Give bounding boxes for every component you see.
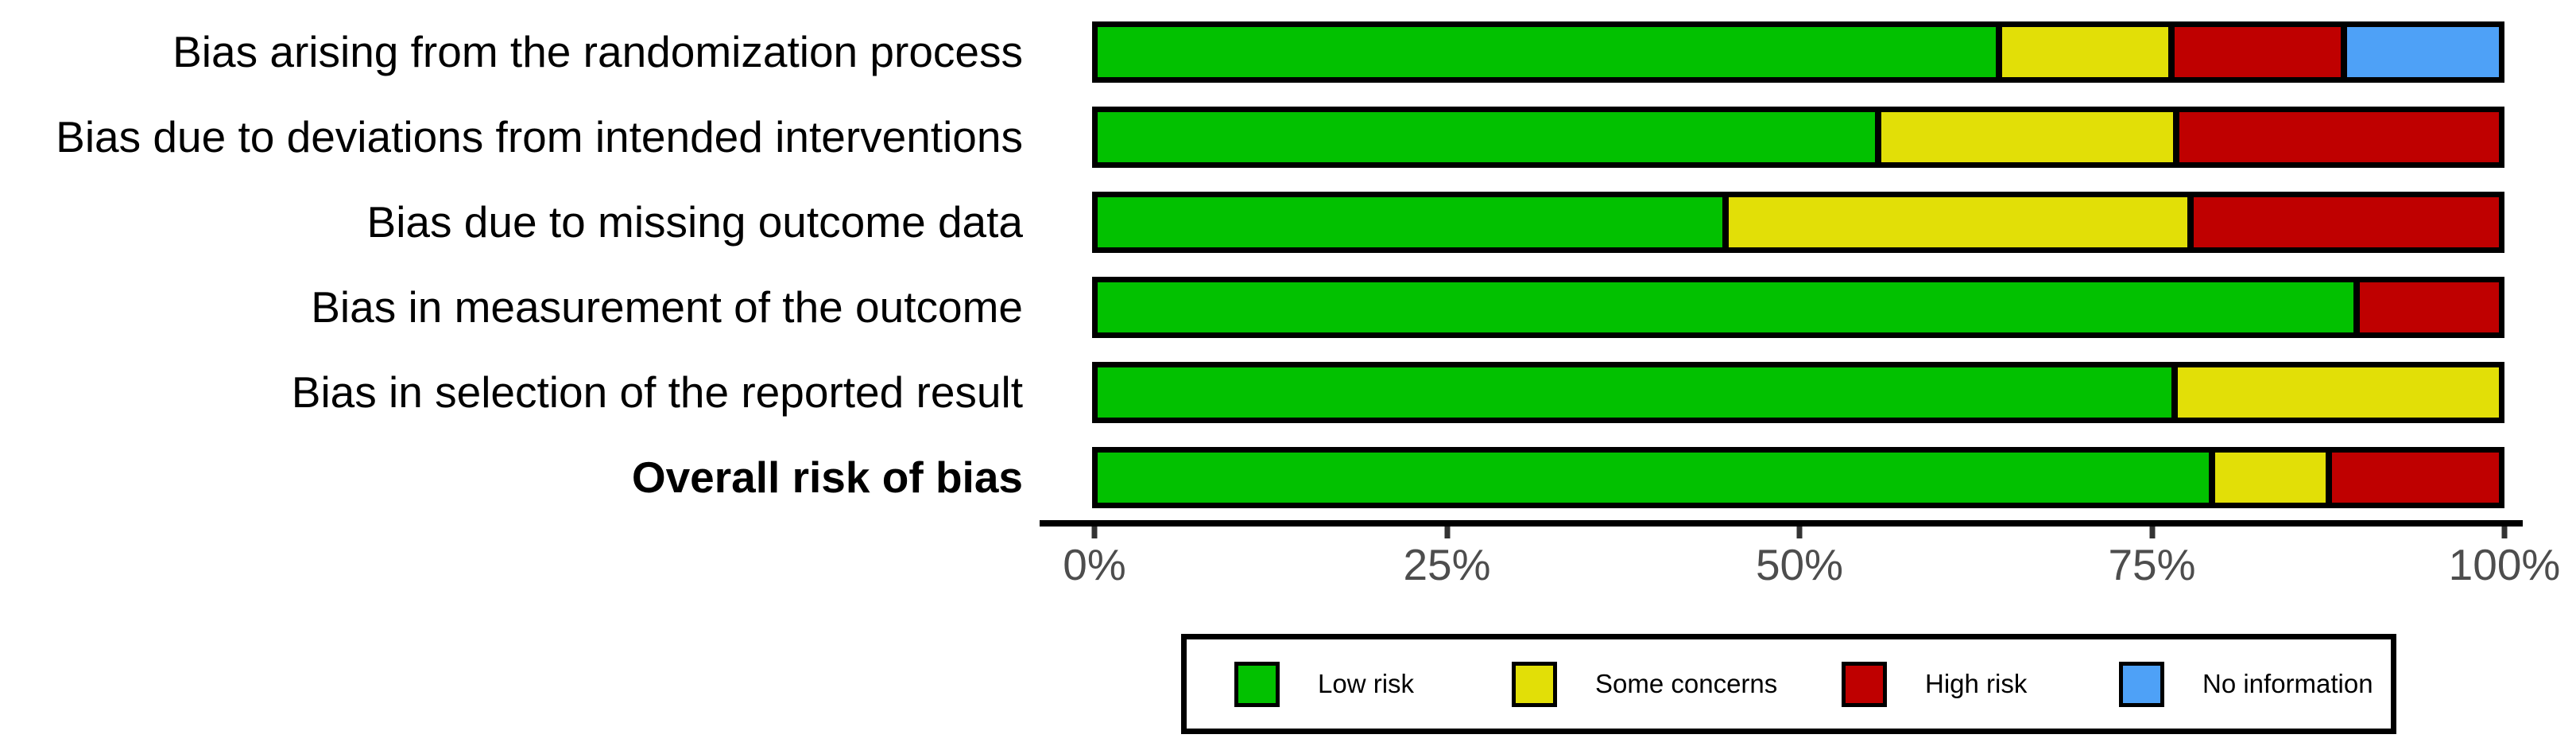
x-axis-tick-label-50: 50% — [1755, 540, 1844, 589]
bar-segment-some-concerns — [2175, 364, 2502, 421]
stacked-bar-bias-arising-from-the-randomization-process — [1092, 21, 2504, 83]
bar-segment-low-risk — [1094, 194, 1726, 251]
bar-segment-some-concerns — [1878, 109, 2177, 165]
bar-segment-low-risk — [1094, 109, 1879, 165]
stacked-bar-bias-in-selection-of-the-reported-result — [1092, 362, 2504, 423]
x-axis-tick-label-75: 75% — [2108, 540, 2196, 589]
x-axis-tick-50 — [1796, 527, 1803, 538]
bar-segment-high-risk — [2356, 279, 2502, 336]
category-label-bias-due-to-missing-outcome-data: Bias due to missing outcome data — [366, 197, 1023, 247]
x-axis-tick-75 — [2149, 527, 2155, 538]
x-axis-tick-0 — [1091, 527, 1098, 538]
legend-key-high-risk — [1842, 661, 1887, 707]
legend-label-low-risk: Low risk — [1318, 669, 1415, 698]
legend-item-some-concerns: Some concerns — [1512, 639, 1777, 729]
category-label-bias-due-to-deviations-from-intended-interventions: Bias due to deviations from intended int… — [56, 112, 1023, 161]
legend-key-low-risk — [1234, 661, 1280, 707]
stacked-bar-bias-due-to-missing-outcome-data — [1092, 192, 2504, 253]
x-axis-tick-label-25: 25% — [1403, 540, 1491, 589]
category-label-bias-arising-from-the-randomization-process: Bias arising from the randomization proc… — [172, 27, 1023, 76]
x-axis-tick-label-0: 0% — [1063, 540, 1126, 589]
category-label-overall-risk-of-bias: Overall risk of bias — [631, 453, 1023, 502]
stacked-bar-overall-risk-of-bias — [1092, 447, 2504, 508]
legend-item-high-risk: High risk — [1842, 639, 2027, 729]
legend: Low risk Some concerns High risk No informa… — [1181, 634, 2396, 734]
bar-segment-no-information — [2343, 24, 2503, 80]
bar-segment-low-risk — [1094, 24, 2000, 80]
bar-segment-high-risk — [2171, 24, 2344, 80]
legend-key-some-concerns — [1512, 661, 1557, 707]
legend-key-no-information — [2119, 661, 2164, 707]
x-axis-tick-label-100: 100% — [2448, 540, 2561, 589]
bar-segment-low-risk — [1094, 449, 2212, 506]
stacked-bar-bias-due-to-deviations-from-intended-interventions — [1092, 107, 2504, 168]
legend-label-no-information: No information — [2202, 669, 2373, 698]
legend-label-some-concerns: Some concerns — [1595, 669, 1778, 698]
x-axis-line — [1040, 520, 2523, 527]
category-label-bias-in-selection-of-the-reported-result: Bias in selection of the reported result — [291, 367, 1023, 417]
legend-label-high-risk: High risk — [1925, 669, 2028, 698]
legend-item-no-information: No information — [2119, 639, 2373, 729]
x-axis-tick-25 — [1444, 527, 1450, 538]
bar-segment-high-risk — [2329, 449, 2502, 506]
x-axis-tick-100 — [2501, 527, 2508, 538]
legend-item-low-risk: Low risk — [1234, 639, 1414, 729]
bar-segment-some-concerns — [1726, 194, 2191, 251]
bar-segment-high-risk — [2190, 194, 2503, 251]
bar-segment-low-risk — [1094, 364, 2175, 421]
category-label-bias-in-measurement-of-the-outcome: Bias in measurement of the outcome — [311, 282, 1023, 332]
bar-segment-some-concerns — [2211, 449, 2330, 506]
bar-segment-high-risk — [2176, 109, 2502, 165]
bar-segment-some-concerns — [1999, 24, 2172, 80]
stacked-bar-bias-in-measurement-of-the-outcome — [1092, 277, 2504, 338]
bar-segment-low-risk — [1094, 279, 2357, 336]
